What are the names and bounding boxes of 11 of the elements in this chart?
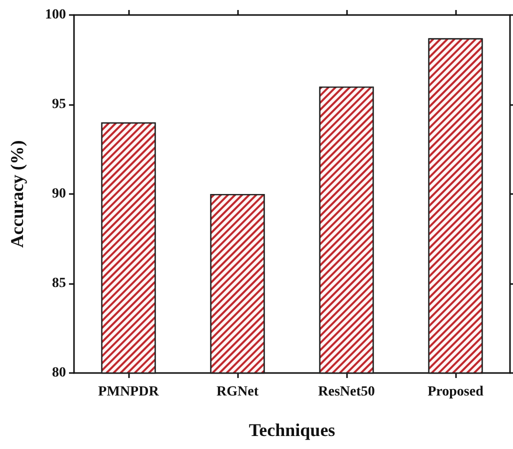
x-tick-label: RGNet: [216, 384, 259, 400]
x-tick-label: Proposed: [428, 384, 484, 400]
y-tick-label: 90: [52, 186, 66, 202]
x-axis-title: Techniques: [248, 420, 336, 440]
x-tick-label: PMNPDR: [98, 384, 160, 400]
y-axis-title: Accuracy (%): [7, 140, 27, 248]
y-tick-label: 100: [45, 8, 66, 22]
y-tick-label: 80: [52, 366, 66, 380]
x-tick-label: ResNet50: [318, 384, 375, 400]
y-tick-label: 85: [52, 276, 66, 291]
y-tick-label: 95: [52, 97, 66, 112]
